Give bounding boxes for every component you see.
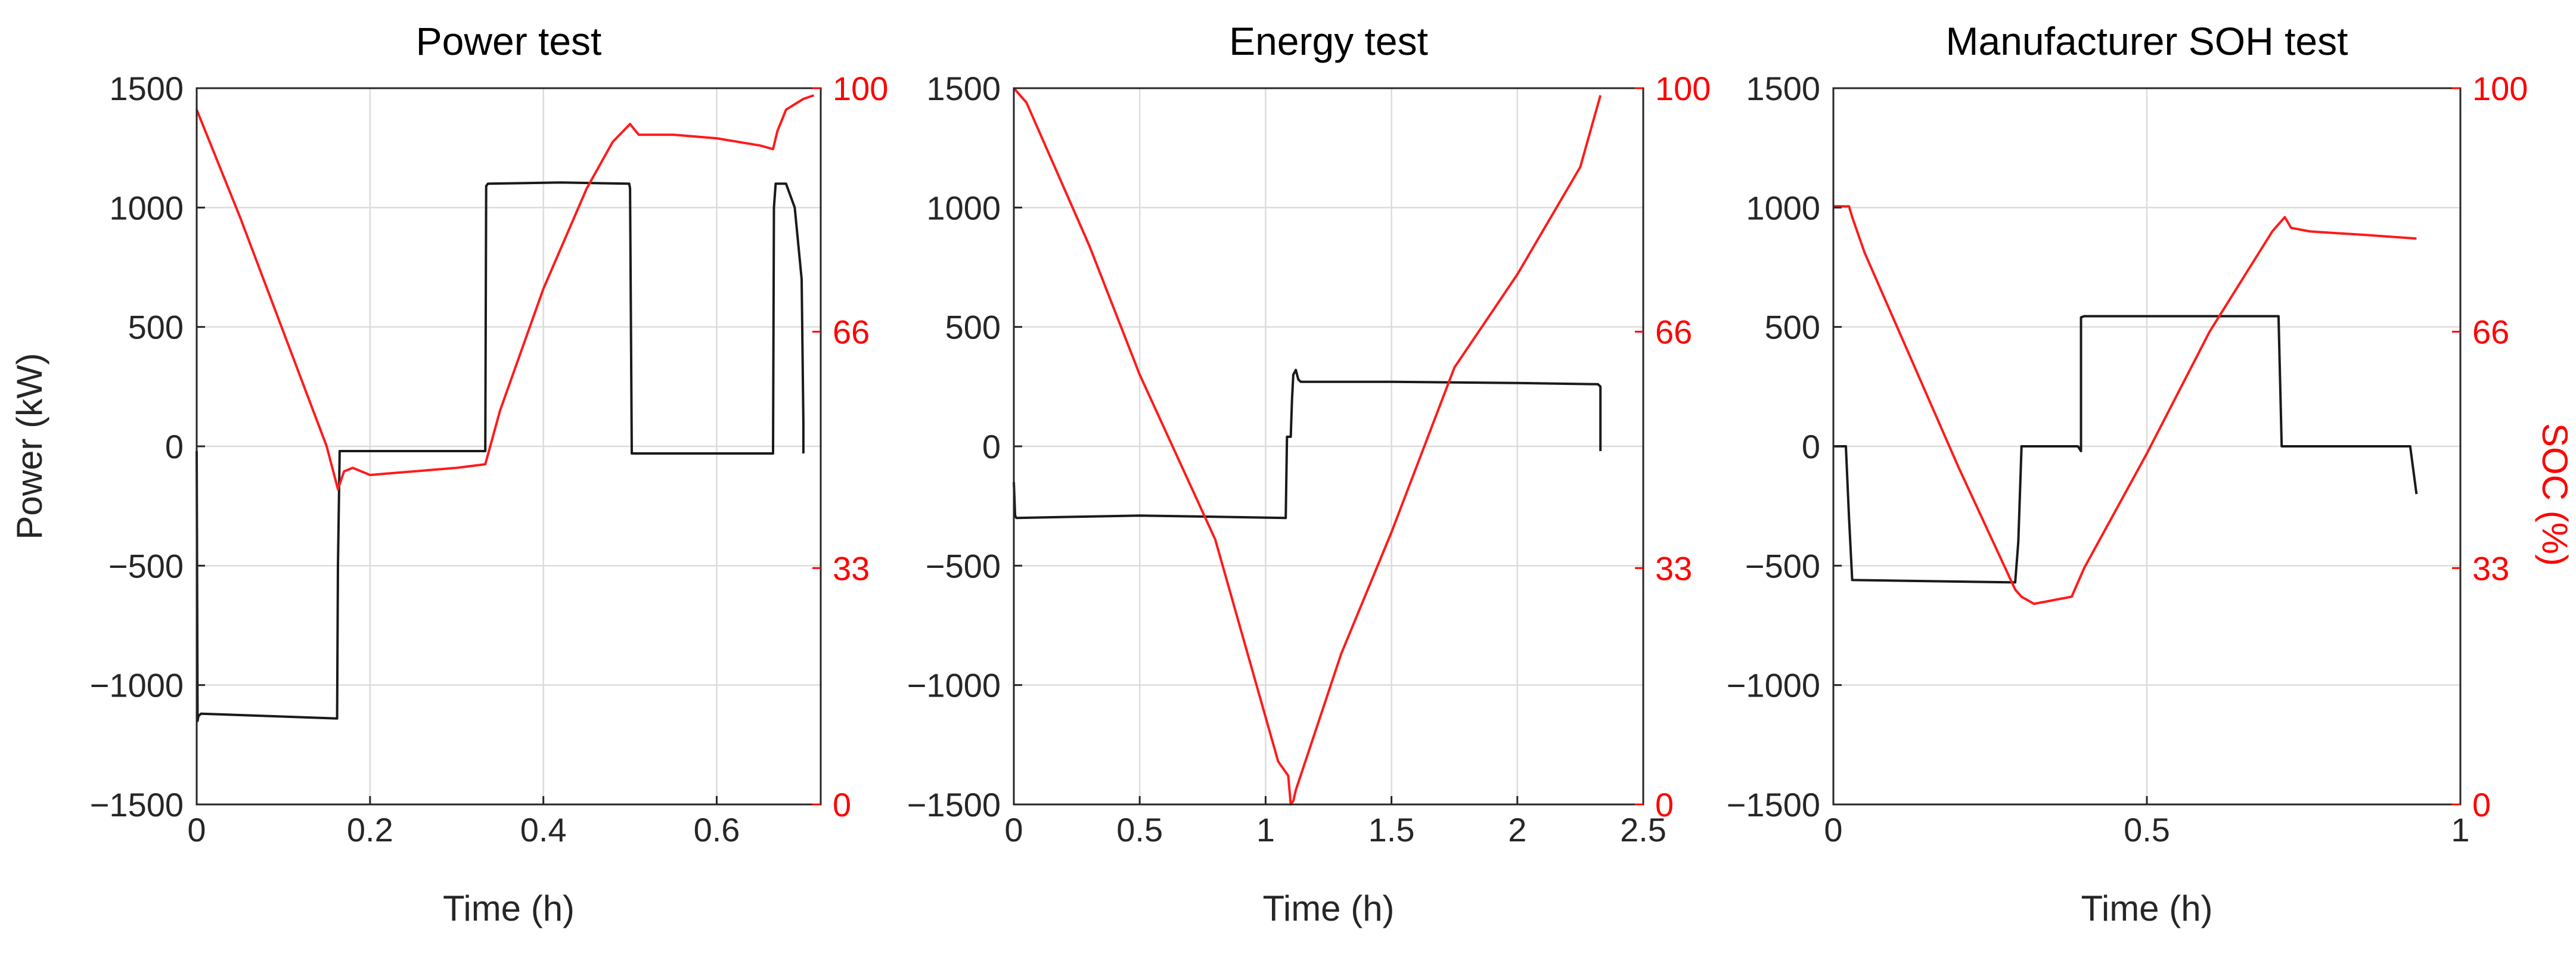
energy-test-xtick-label: 1.5 — [1368, 811, 1415, 849]
energy-test-y2tick-label: 66 — [1655, 313, 1692, 351]
soh-test-ytick-label: −1000 — [1727, 667, 1820, 704]
soh-test-ytick-label: 1500 — [1746, 70, 1820, 107]
power-test-ytick-label: −500 — [108, 547, 184, 585]
power-test-ytick-label: 0 — [165, 428, 184, 465]
energy-test-panel: 0 0.5 1 1.5 2 2.5 −1500 −1000 −500 0 500 1000 1500 0 3… — [907, 19, 1711, 928]
power-test-power-line — [195, 181, 805, 722]
power-test-panel: 0 0.2 0.4 0.6 −1500 −1000 −500 0 500 1000 1500 0 33 6… — [10, 19, 888, 928]
energy-test-title: Energy test — [1229, 19, 1428, 63]
power-test-ytick-label: 1000 — [109, 189, 184, 226]
soh-test-ytick-label: −500 — [1745, 547, 1820, 585]
soh-test-title: Manufacturer SOH test — [1946, 19, 2348, 63]
energy-test-ytick-label: 0 — [982, 428, 1001, 465]
energy-test-xtick-label: 2.5 — [1620, 811, 1666, 849]
power-test-ytick-label: −1000 — [90, 667, 184, 704]
energy-test-xlabel: Time (h) — [1262, 888, 1394, 928]
energy-test-xtick-label: 0 — [1004, 811, 1023, 849]
power-test-y2tick-label: 100 — [833, 70, 888, 107]
soh-test-xtick-label: 0 — [1824, 811, 1842, 849]
energy-test-y2tick-label: 100 — [1655, 70, 1711, 107]
soh-test-y2tick-label: 100 — [2472, 70, 2528, 107]
energy-test-y2tick-label: 33 — [1655, 549, 1692, 587]
energy-test-soc-line — [1013, 87, 1602, 806]
power-test-title: Power test — [416, 19, 602, 63]
energy-test-ytick-label: −1000 — [907, 667, 1001, 704]
energy-test-xtick-label: 0.5 — [1116, 811, 1163, 849]
soh-test-power-line — [1833, 315, 2418, 584]
power-test-xtick-label: 0 — [187, 811, 206, 849]
soh-test-y2tick-label: 33 — [2472, 549, 2509, 587]
power-test-ytick-label: 1500 — [109, 70, 184, 107]
power-test-y2tick-label: 0 — [833, 786, 851, 824]
energy-test-y2tick-label: 0 — [1655, 786, 1674, 824]
power-test-xtick-label: 0.6 — [694, 811, 740, 849]
power-test-y2tick-label: 33 — [833, 549, 870, 587]
soh-test-xtick-label: 1 — [2451, 811, 2469, 849]
power-test-y2tick-label: 66 — [833, 313, 870, 351]
soh-test-ytick-label: 500 — [1765, 309, 1820, 346]
power-test-xtick-label: 0.2 — [347, 811, 393, 849]
soh-test-ytick-label: 0 — [1802, 428, 1820, 465]
energy-test-ytick-label: 1500 — [926, 70, 1001, 107]
energy-test-power-line — [1013, 368, 1602, 520]
power-test-xlabel: Time (h) — [443, 888, 575, 928]
power-test-ylabel: Power (kW) — [10, 353, 49, 539]
soh-test-y2label: SOC (%) — [2535, 423, 2575, 566]
soh-test-soc-line — [1833, 205, 2417, 605]
soh-test-ytick-label: −1500 — [1727, 786, 1820, 824]
power-test-soc-line — [195, 94, 815, 491]
soh-test-y2tick-label: 0 — [2472, 786, 2491, 824]
soh-test-ytick-label: 1000 — [1746, 189, 1820, 226]
soh-test-y2tick-label: 66 — [2472, 313, 2509, 351]
energy-test-ytick-label: 1000 — [926, 189, 1001, 226]
power-test-ytick-label: 500 — [128, 309, 184, 346]
soh-test-xlabel: Time (h) — [2081, 888, 2212, 928]
energy-test-ytick-label: −1500 — [907, 786, 1001, 824]
energy-test-ytick-label: −500 — [926, 547, 1001, 585]
energy-test-xtick-label: 1 — [1256, 811, 1275, 849]
energy-test-ytick-label: 500 — [945, 309, 1001, 346]
soh-test-panel: 0 0.5 1 −1500 −1000 −500 0 500 1000 1500 0 33 66 100 M… — [1727, 19, 2575, 928]
power-test-ytick-label: −1500 — [90, 786, 184, 824]
soh-test-xtick-label: 0.5 — [2124, 811, 2170, 849]
power-test-xtick-label: 0.4 — [520, 811, 567, 849]
energy-test-xtick-label: 2 — [1508, 811, 1526, 849]
